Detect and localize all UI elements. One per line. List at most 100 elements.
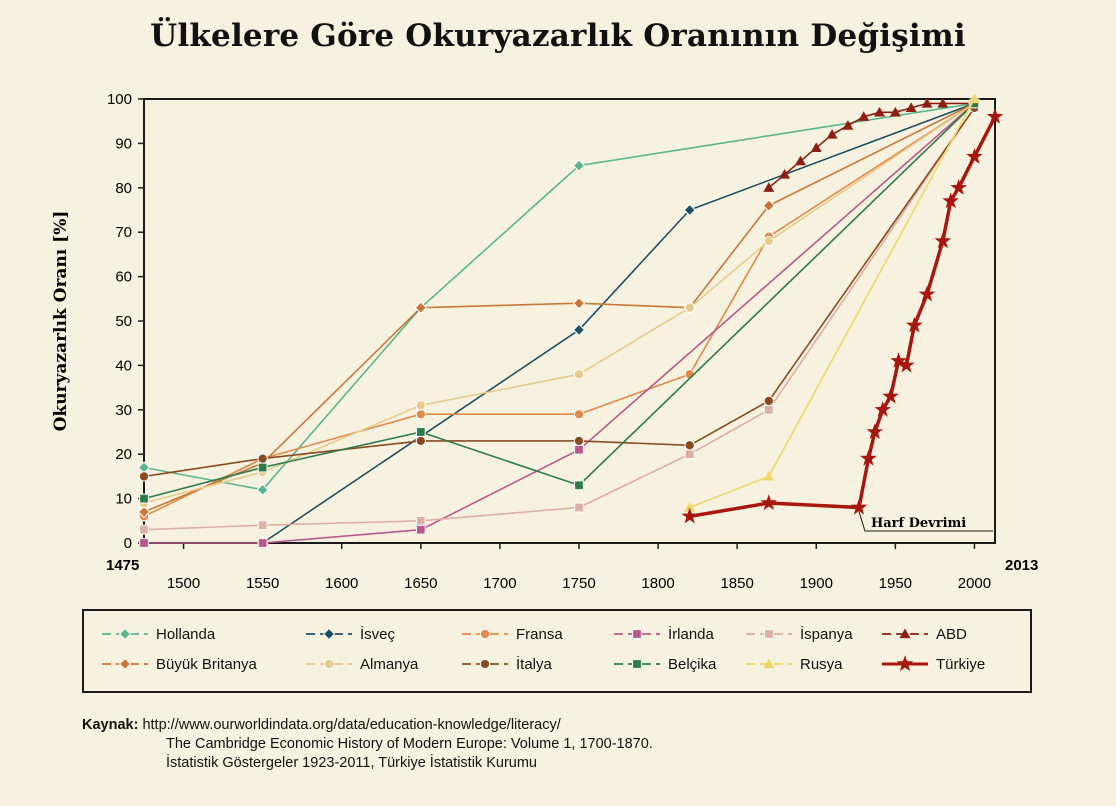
- legend-label: İspanya: [800, 625, 853, 643]
- data-point-rusya: [763, 470, 775, 481]
- source-block: Kaynak: http://www.ourworldindata.org/da…: [82, 716, 653, 773]
- legend-label: Türkiye: [936, 655, 986, 673]
- data-point-abd: [826, 129, 838, 139]
- data-point-rusya: [968, 93, 980, 104]
- series-belcika: [139, 98, 980, 504]
- source-lead: Kaynak:: [82, 717, 139, 733]
- data-point-abd: [874, 106, 886, 117]
- legend-marker: [323, 658, 335, 670]
- data-point-buyuk-britanya: [414, 301, 428, 314]
- x-tick-label: 1650: [404, 575, 437, 592]
- x-tick-label: 1800: [641, 575, 674, 592]
- series-line-belcika: [143, 102, 975, 500]
- legend-swatch: [614, 659, 660, 669]
- data-point-abd: [842, 120, 854, 130]
- data-point-fransa: [415, 409, 426, 420]
- data-point-rusya: [684, 501, 696, 512]
- data-point-ispanya: [574, 502, 584, 513]
- legend-marker: [632, 659, 642, 669]
- legend-swatch: [746, 629, 792, 639]
- data-point-turkiye: [882, 387, 899, 404]
- data-point-fransa: [573, 409, 585, 420]
- legend-item-almanya: Almanya: [304, 653, 418, 675]
- data-point-italya: [257, 453, 268, 464]
- y-tick-label: 100: [107, 91, 132, 108]
- data-point-turkiye: [890, 352, 907, 368]
- x-tick-label: 2000: [958, 575, 991, 592]
- data-point-turkiye: [934, 232, 952, 249]
- data-point-abd: [905, 102, 917, 113]
- data-point-buyuk-britanya: [762, 199, 776, 212]
- series-line-isvec: [262, 102, 975, 544]
- legend-item-belcika: Belçika: [612, 653, 716, 675]
- source-url: http://www.ourworldindata.org/data/educa…: [142, 717, 561, 733]
- data-point-irlanda: [415, 524, 426, 535]
- annotation-leader: [858, 511, 993, 532]
- y-tick-label: 80: [115, 180, 132, 197]
- x-start-label: 1475: [106, 557, 139, 574]
- series-abd: [763, 97, 980, 192]
- legend-label: Belçika: [668, 655, 717, 673]
- x-tick-label: 1900: [800, 575, 833, 592]
- data-point-hollanda: [572, 159, 586, 172]
- series-rusya: [684, 93, 980, 512]
- legend-label: İtalya: [516, 655, 552, 673]
- data-point-belcika: [574, 480, 584, 491]
- data-point-turkiye: [860, 449, 877, 466]
- data-point-turkiye: [874, 401, 891, 417]
- legend-swatch: [306, 627, 352, 641]
- data-point-belcika: [139, 493, 149, 504]
- data-point-abd: [810, 142, 822, 152]
- legend-marker: [322, 627, 336, 641]
- chart-legend: Hollanda İsveç Fransa İrlanda İspanya ABD Büyü…: [82, 609, 1032, 693]
- series-ispanya: [139, 102, 980, 535]
- legend-swatch: [882, 655, 928, 672]
- data-point-ispanya: [763, 404, 774, 415]
- data-point-italya: [763, 395, 774, 407]
- data-point-turkiye: [760, 494, 778, 511]
- legend-label: ABD: [936, 625, 967, 643]
- data-point-irlanda: [257, 538, 268, 548]
- y-tick-label: 50: [115, 313, 132, 330]
- y-tick-label: 0: [124, 535, 132, 552]
- series-line-irlanda: [144, 102, 975, 544]
- legend-swatch: [614, 629, 660, 639]
- legend-label: İrlanda: [668, 625, 714, 643]
- data-point-turkiye: [866, 423, 884, 440]
- y-tick-label: 40: [115, 357, 132, 374]
- data-point-turkiye: [966, 148, 983, 164]
- data-point-abd: [794, 155, 806, 166]
- legend-item-fransa: Fransa: [460, 623, 563, 645]
- series-line-abd: [768, 102, 975, 189]
- legend-item-hollanda: Hollanda: [100, 623, 215, 645]
- data-point-turkiye: [942, 192, 959, 209]
- legend-swatch: [102, 657, 148, 671]
- legend-marker: [763, 658, 775, 669]
- series-line-hollanda: [143, 102, 975, 491]
- legend-swatch: [102, 627, 148, 641]
- legend-marker: [764, 629, 774, 639]
- x-tick-label: 1750: [562, 575, 595, 592]
- y-tick-label: 90: [115, 135, 132, 152]
- data-point-turkiye: [950, 179, 967, 195]
- data-point-italya: [138, 471, 150, 482]
- legend-label: Fransa: [516, 625, 563, 643]
- x-end-label: 2013: [1005, 557, 1038, 574]
- x-tick-label: 1850: [720, 575, 753, 592]
- x-tick-label: 1700: [483, 575, 516, 592]
- series-hollanda: [137, 97, 981, 496]
- legend-swatch: [462, 628, 508, 640]
- data-point-turkiye: [906, 316, 923, 333]
- data-point-ispanya: [139, 524, 149, 535]
- y-axis-label: Okuryazarlık Oranı [%]: [51, 211, 71, 432]
- legend-marker: [899, 628, 911, 639]
- data-point-italya: [415, 435, 426, 447]
- legend-swatch: [746, 658, 792, 669]
- y-tick-label: 10: [115, 491, 132, 508]
- x-tick-label: 1600: [325, 575, 358, 592]
- data-point-turkiye: [986, 108, 1004, 124]
- legend-item-irlanda: İrlanda: [612, 623, 714, 645]
- data-point-isvec: [572, 323, 586, 337]
- x-tick-label: 1950: [879, 575, 912, 592]
- legend-item-isvec: İsveç: [304, 623, 395, 645]
